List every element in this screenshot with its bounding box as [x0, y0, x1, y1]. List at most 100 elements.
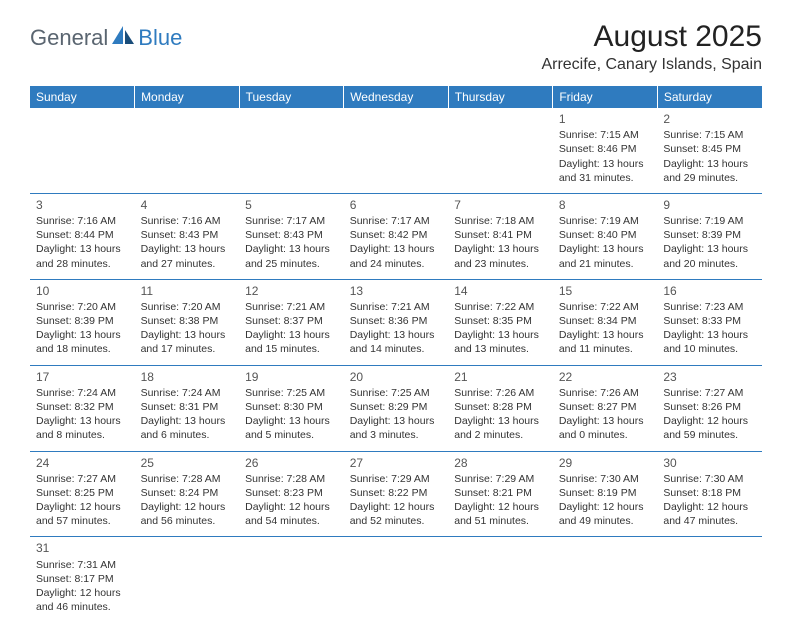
logo-text-general: General	[30, 25, 108, 51]
calendar-day-cell: 12Sunrise: 7:21 AMSunset: 8:37 PMDayligh…	[239, 279, 344, 365]
day-info-line: and 24 minutes.	[350, 257, 443, 271]
calendar-day-cell: 19Sunrise: 7:25 AMSunset: 8:30 PMDayligh…	[239, 365, 344, 451]
day-info-line: and 29 minutes.	[663, 171, 756, 185]
day-info-line: and 0 minutes.	[559, 428, 652, 442]
calendar-day-cell: 3Sunrise: 7:16 AMSunset: 8:44 PMDaylight…	[30, 193, 135, 279]
calendar-body: 1Sunrise: 7:15 AMSunset: 8:46 PMDaylight…	[30, 108, 762, 622]
day-info-line: Sunrise: 7:27 AM	[36, 472, 129, 486]
day-info-line: and 56 minutes.	[141, 514, 234, 528]
sail-icon	[110, 24, 136, 52]
day-info-line: Sunset: 8:33 PM	[663, 314, 756, 328]
day-number: 21	[454, 369, 547, 385]
day-info-line: Daylight: 12 hours	[663, 414, 756, 428]
calendar-day-cell: 2Sunrise: 7:15 AMSunset: 8:45 PMDaylight…	[657, 108, 762, 193]
day-info-line: Sunrise: 7:16 AM	[36, 214, 129, 228]
day-info-line: Sunset: 8:27 PM	[559, 400, 652, 414]
day-info-line: Sunset: 8:41 PM	[454, 228, 547, 242]
weekday-header: Wednesday	[344, 86, 449, 108]
day-info-line: Daylight: 13 hours	[245, 242, 338, 256]
day-info-line: Sunset: 8:31 PM	[141, 400, 234, 414]
day-info-line: Daylight: 13 hours	[350, 242, 443, 256]
day-number: 14	[454, 283, 547, 299]
day-info-line: and 46 minutes.	[36, 600, 129, 614]
calendar-day-cell: 1Sunrise: 7:15 AMSunset: 8:46 PMDaylight…	[553, 108, 658, 193]
day-info-line: Sunset: 8:32 PM	[36, 400, 129, 414]
day-number: 12	[245, 283, 338, 299]
calendar-day-cell	[135, 537, 240, 622]
day-info-line: and 3 minutes.	[350, 428, 443, 442]
day-info-line: Daylight: 12 hours	[350, 500, 443, 514]
day-number: 4	[141, 197, 234, 213]
day-info-line: and 13 minutes.	[454, 342, 547, 356]
day-info-line: Sunset: 8:43 PM	[141, 228, 234, 242]
day-info-line: and 52 minutes.	[350, 514, 443, 528]
calendar-day-cell: 5Sunrise: 7:17 AMSunset: 8:43 PMDaylight…	[239, 193, 344, 279]
day-info-line: and 18 minutes.	[36, 342, 129, 356]
calendar-day-cell: 9Sunrise: 7:19 AMSunset: 8:39 PMDaylight…	[657, 193, 762, 279]
day-info-line: Sunrise: 7:21 AM	[245, 300, 338, 314]
day-info-line: Sunrise: 7:29 AM	[454, 472, 547, 486]
day-info-line: and 8 minutes.	[36, 428, 129, 442]
day-info-line: Sunrise: 7:29 AM	[350, 472, 443, 486]
calendar-day-cell: 10Sunrise: 7:20 AMSunset: 8:39 PMDayligh…	[30, 279, 135, 365]
weekday-header: Friday	[553, 86, 658, 108]
calendar-day-cell: 26Sunrise: 7:28 AMSunset: 8:23 PMDayligh…	[239, 451, 344, 537]
day-info-line: and 54 minutes.	[245, 514, 338, 528]
calendar-day-cell: 11Sunrise: 7:20 AMSunset: 8:38 PMDayligh…	[135, 279, 240, 365]
day-info-line: and 57 minutes.	[36, 514, 129, 528]
day-info-line: and 23 minutes.	[454, 257, 547, 271]
day-number: 26	[245, 455, 338, 471]
day-info-line: Sunset: 8:34 PM	[559, 314, 652, 328]
calendar-day-cell	[657, 537, 762, 622]
day-info-line: Daylight: 13 hours	[141, 414, 234, 428]
logo: General Blue	[30, 24, 182, 52]
day-info-line: Daylight: 13 hours	[559, 328, 652, 342]
day-number: 7	[454, 197, 547, 213]
day-info-line: and 28 minutes.	[36, 257, 129, 271]
calendar-day-cell: 14Sunrise: 7:22 AMSunset: 8:35 PMDayligh…	[448, 279, 553, 365]
calendar-day-cell	[239, 108, 344, 193]
day-info-line: Daylight: 12 hours	[454, 500, 547, 514]
day-info-line: Sunset: 8:39 PM	[663, 228, 756, 242]
calendar-day-cell	[448, 108, 553, 193]
day-info-line: Sunrise: 7:16 AM	[141, 214, 234, 228]
weekday-header: Saturday	[657, 86, 762, 108]
calendar-day-cell	[135, 108, 240, 193]
day-info-line: Sunrise: 7:22 AM	[559, 300, 652, 314]
location-text: Arrecife, Canary Islands, Spain	[541, 56, 762, 74]
calendar-day-cell: 15Sunrise: 7:22 AMSunset: 8:34 PMDayligh…	[553, 279, 658, 365]
day-number: 2	[663, 111, 756, 127]
day-info-line: Sunset: 8:35 PM	[454, 314, 547, 328]
day-info-line: Sunrise: 7:30 AM	[559, 472, 652, 486]
day-info-line: and 21 minutes.	[559, 257, 652, 271]
day-info-line: Daylight: 12 hours	[36, 500, 129, 514]
day-info-line: Daylight: 12 hours	[36, 586, 129, 600]
day-info-line: and 47 minutes.	[663, 514, 756, 528]
calendar-day-cell: 20Sunrise: 7:25 AMSunset: 8:29 PMDayligh…	[344, 365, 449, 451]
day-info-line: and 5 minutes.	[245, 428, 338, 442]
day-info-line: Daylight: 13 hours	[245, 328, 338, 342]
day-number: 11	[141, 283, 234, 299]
day-info-line: and 49 minutes.	[559, 514, 652, 528]
day-info-line: Daylight: 13 hours	[36, 328, 129, 342]
day-info-line: Sunrise: 7:15 AM	[559, 128, 652, 142]
day-info-line: and 2 minutes.	[454, 428, 547, 442]
day-number: 31	[36, 540, 129, 556]
calendar-week-row: 10Sunrise: 7:20 AMSunset: 8:39 PMDayligh…	[30, 279, 762, 365]
day-number: 24	[36, 455, 129, 471]
day-number: 25	[141, 455, 234, 471]
day-info-line: Daylight: 13 hours	[559, 242, 652, 256]
day-info-line: Daylight: 13 hours	[141, 242, 234, 256]
day-info-line: Sunrise: 7:26 AM	[454, 386, 547, 400]
day-number: 30	[663, 455, 756, 471]
day-number: 20	[350, 369, 443, 385]
calendar-day-cell: 21Sunrise: 7:26 AMSunset: 8:28 PMDayligh…	[448, 365, 553, 451]
day-number: 28	[454, 455, 547, 471]
calendar-day-cell: 17Sunrise: 7:24 AMSunset: 8:32 PMDayligh…	[30, 365, 135, 451]
day-info-line: Sunrise: 7:23 AM	[663, 300, 756, 314]
day-info-line: Sunrise: 7:22 AM	[454, 300, 547, 314]
day-info-line: Sunrise: 7:27 AM	[663, 386, 756, 400]
day-number: 18	[141, 369, 234, 385]
day-info-line: Sunrise: 7:17 AM	[350, 214, 443, 228]
day-info-line: Sunset: 8:21 PM	[454, 486, 547, 500]
